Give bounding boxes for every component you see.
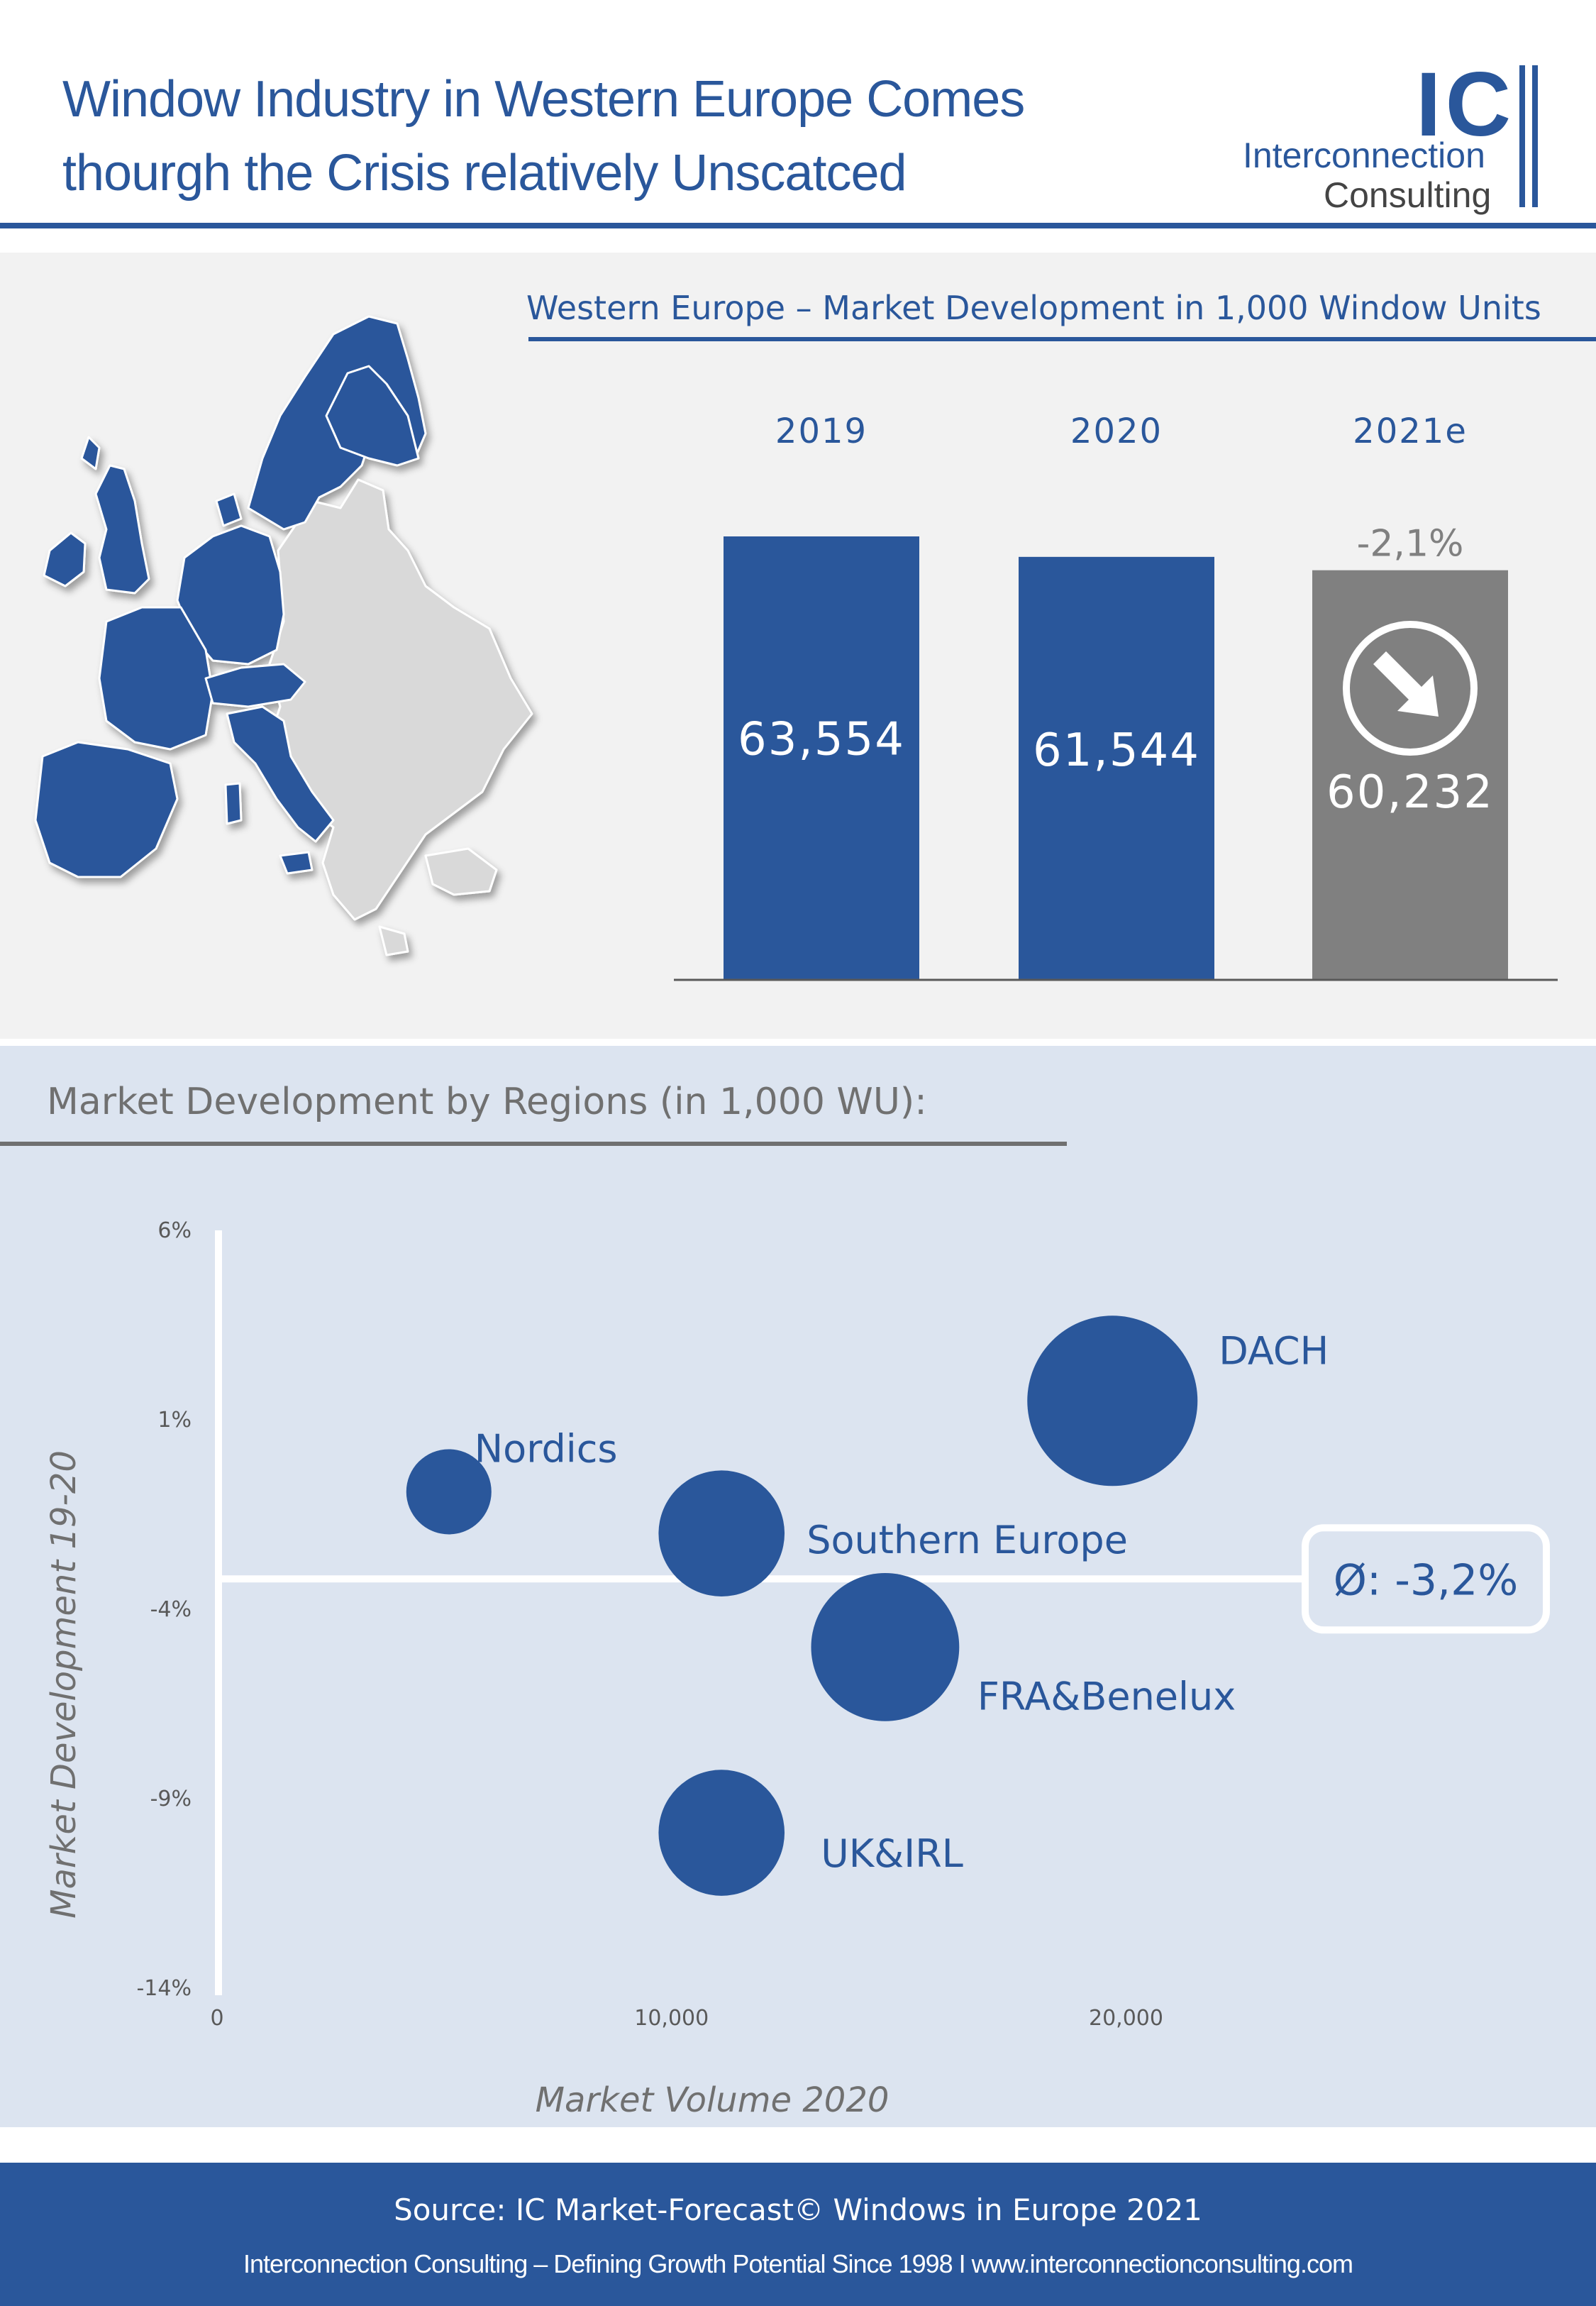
market-development-panel: Western Europe – Market Development in 1… bbox=[0, 253, 1596, 1039]
bubble-dach bbox=[1027, 1315, 1198, 1486]
bubble-label-southern-europe: Southern Europe bbox=[807, 1518, 1128, 1562]
bar-2019 bbox=[724, 536, 919, 980]
bubble-label-dach: DACH bbox=[1219, 1328, 1329, 1373]
bar-value-label-2021e: 60,232 bbox=[1326, 766, 1494, 819]
y-tick-label: -14% bbox=[136, 1976, 192, 2001]
header-rule bbox=[0, 223, 1596, 228]
top-panel-canvas: Western Europe – Market Development in 1… bbox=[34, 289, 1596, 981]
map-region-austria-switzerland bbox=[204, 663, 306, 708]
bubble-label-fra-benelux: FRA&Benelux bbox=[977, 1674, 1236, 1719]
footer-source: Source: IC Market-Forecast© Windows in E… bbox=[394, 2192, 1202, 2227]
map-region-italy bbox=[226, 705, 335, 843]
bubble-southern-europe bbox=[658, 1470, 785, 1596]
bar-2021e bbox=[1312, 570, 1508, 980]
average-badge bbox=[1302, 1524, 1550, 1634]
regions-canvas: Market Development by Regions (in 1,000 … bbox=[0, 1081, 1550, 2120]
y-tick-label: -9% bbox=[150, 1787, 192, 1811]
bar-value-label-2019: 63,554 bbox=[738, 714, 905, 766]
footer: Source: IC Market-Forecast© Windows in E… bbox=[0, 2163, 1596, 2306]
page-title-line-2: thourgh the Crisis relatively Unscatced bbox=[62, 145, 907, 202]
x-axis-label: Market Volume 2020 bbox=[536, 2080, 890, 2120]
europe-map bbox=[34, 315, 533, 956]
x-tick-label: 0 bbox=[210, 2006, 223, 2031]
bar-category-label-2019: 2019 bbox=[775, 412, 868, 451]
map-region-sardinia bbox=[224, 782, 243, 825]
logo-letters: IC bbox=[1416, 54, 1515, 155]
bar-value-label-2020: 61,544 bbox=[1033, 724, 1200, 777]
header: Window Industry in Western Europe Comes … bbox=[0, 0, 1596, 234]
bubble-group: 6% 1% -4% -9% -14% 0 10,000 20,000 Ø: -3,2% DACH N… bbox=[136, 1218, 1550, 2031]
bar-change-label: -2,1% bbox=[1357, 523, 1464, 566]
bar-group: 2019 63,554 2020 61,544 2021e 60,232 -2,1% bbox=[724, 412, 1508, 980]
x-tick-label: 10,000 bbox=[634, 2006, 709, 2031]
map-region-ireland bbox=[43, 531, 87, 587]
regions-chart-title: Market Development by Regions (in 1,000 … bbox=[47, 1081, 927, 1123]
logo-bar-1 bbox=[1519, 65, 1525, 207]
map-region-denmark bbox=[215, 492, 243, 527]
map-region-sicily bbox=[279, 851, 314, 875]
bubble-fra-benelux bbox=[811, 1573, 960, 1721]
map-region-uk bbox=[94, 464, 150, 595]
logo-line-2: Consulting bbox=[1324, 175, 1492, 215]
map-region-france bbox=[98, 606, 214, 751]
page-title-line-1: Window Industry in Western Europe Comes bbox=[62, 71, 1025, 128]
logo-bar-2 bbox=[1532, 65, 1538, 207]
logo-line-1: Interconnection bbox=[1243, 136, 1485, 175]
arrow-down-right-icon bbox=[1343, 621, 1478, 756]
map-region-finland bbox=[325, 365, 420, 467]
map-region-iceland bbox=[80, 436, 101, 470]
bubble-nordics bbox=[406, 1449, 492, 1535]
bubble-uk-irl bbox=[658, 1770, 785, 1896]
map-region-iberia bbox=[34, 741, 179, 878]
y-tick-label: -4% bbox=[150, 1597, 192, 1622]
bar-category-label-2021e: 2021e bbox=[1353, 412, 1468, 451]
y-tick-label: 1% bbox=[157, 1408, 192, 1433]
map-region-greece-islands bbox=[378, 925, 409, 956]
x-tick-label: 20,000 bbox=[1089, 2006, 1163, 2031]
bar-2020 bbox=[1019, 556, 1214, 980]
y-axis-label: Market Development 19-20 bbox=[44, 1450, 84, 1919]
bubble-label-nordics: Nordics bbox=[475, 1426, 618, 1471]
regions-panel: Market Development by Regions (in 1,000 … bbox=[0, 1046, 1596, 2127]
bar-category-label-2020: 2020 bbox=[1070, 412, 1163, 451]
y-tick-label: 6% bbox=[157, 1218, 192, 1243]
bar-chart: Western Europe – Market Development in 1… bbox=[526, 289, 1596, 981]
map-region-turkey-edge bbox=[424, 847, 498, 896]
bubble-label-uk-irl: UK&IRL bbox=[821, 1831, 963, 1876]
bar-chart-title: Western Europe – Market Development in 1… bbox=[526, 289, 1541, 327]
average-label: Ø: -3,2% bbox=[1334, 1555, 1519, 1605]
footer-tagline: Interconnection Consulting – Defining Gr… bbox=[243, 2249, 1353, 2278]
